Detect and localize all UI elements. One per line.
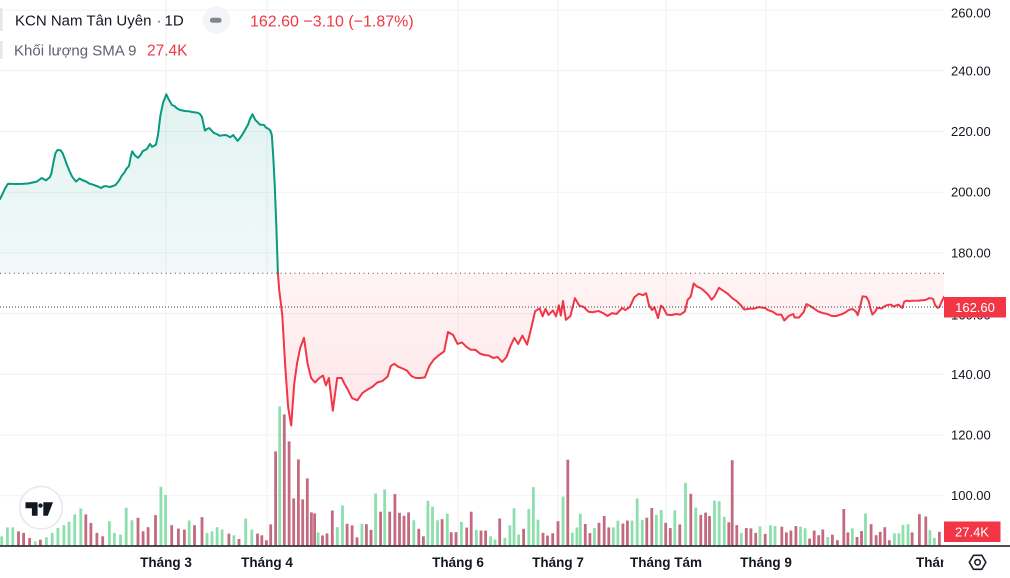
svg-text:27.4K: 27.4K [955, 524, 989, 539]
svg-text:Tháng Tám: Tháng Tám [630, 555, 702, 570]
svg-text:KCN Nam Tân Uyên: KCN Nam Tân Uyên [15, 13, 151, 30]
svg-text:100.00: 100.00 [951, 488, 991, 503]
svg-text:220.00: 220.00 [951, 124, 991, 139]
svg-text:162.60: 162.60 [955, 300, 995, 315]
svg-text:240.00: 240.00 [951, 63, 991, 78]
svg-text:162.60 −3.10 (−1.87%): 162.60 −3.10 (−1.87%) [250, 14, 414, 31]
svg-text:27.4K: 27.4K [147, 43, 188, 60]
svg-text:180.00: 180.00 [951, 245, 991, 260]
svg-text:120.00: 120.00 [951, 428, 991, 443]
svg-text:260.00: 260.00 [951, 6, 991, 21]
svg-text:1D: 1D [165, 13, 184, 30]
svg-text:Tháng 3: Tháng 3 [140, 555, 192, 570]
svg-text:Tháng 9: Tháng 9 [740, 555, 792, 570]
svg-text:·: · [157, 13, 162, 30]
svg-text:140.00: 140.00 [951, 367, 991, 382]
svg-text:Khối lượng SMA 9: Khối lượng SMA 9 [14, 43, 136, 60]
svg-text:Tháng 6: Tháng 6 [432, 555, 484, 570]
svg-text:Tháng 10: Tháng 10 [916, 555, 975, 570]
svg-text:200.00: 200.00 [951, 185, 991, 200]
svg-text:Tháng 4: Tháng 4 [241, 555, 293, 570]
svg-text:Tháng 7: Tháng 7 [532, 555, 584, 570]
